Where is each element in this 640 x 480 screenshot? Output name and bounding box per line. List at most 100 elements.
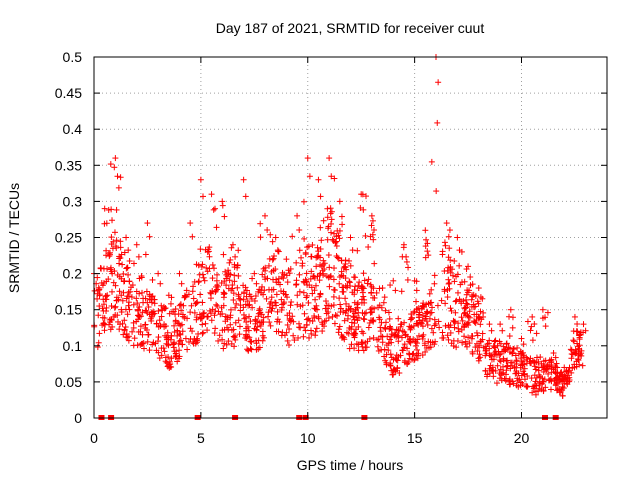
data-point	[331, 320, 338, 327]
data-point	[277, 288, 284, 295]
data-point	[264, 275, 271, 282]
data-point	[116, 260, 123, 267]
data-point	[257, 234, 264, 241]
data-point	[370, 294, 377, 301]
data-point	[280, 275, 287, 282]
x-tick-label: 15	[407, 430, 423, 446]
data-point	[406, 338, 413, 345]
data-point	[395, 333, 402, 340]
data-point	[113, 297, 120, 304]
data-point	[185, 291, 192, 298]
data-point	[520, 341, 527, 348]
y-tick-label: 0.15	[55, 302, 82, 318]
data-point	[191, 335, 198, 342]
data-point	[143, 307, 150, 314]
data-point	[350, 331, 357, 338]
data-point	[101, 327, 108, 334]
data-point	[251, 270, 258, 277]
data-point	[168, 332, 175, 339]
data-point	[253, 280, 260, 287]
data-point	[378, 319, 385, 326]
data-point	[435, 79, 442, 86]
data-point	[407, 339, 414, 346]
data-point	[286, 315, 293, 322]
data-point	[231, 343, 238, 350]
data-point	[326, 264, 333, 271]
y-tick-label: 0.45	[55, 85, 82, 101]
data-point	[176, 347, 183, 354]
data-point	[221, 340, 228, 347]
data-point	[544, 365, 551, 372]
data-point	[195, 262, 202, 269]
data-point	[377, 324, 384, 331]
data-point	[91, 287, 98, 294]
data-point	[162, 354, 169, 361]
data-point	[105, 250, 112, 257]
data-point	[261, 287, 268, 294]
data-point	[374, 343, 381, 350]
data-point	[135, 328, 142, 335]
data-point	[510, 346, 517, 353]
data-point	[425, 252, 432, 259]
data-point	[199, 299, 206, 306]
data-point	[566, 377, 573, 384]
data-point	[294, 212, 301, 219]
data-point	[246, 313, 253, 320]
data-point	[509, 324, 516, 331]
data-point	[533, 330, 540, 337]
data-point	[577, 329, 584, 336]
data-point	[219, 202, 226, 209]
data-point	[352, 283, 359, 290]
data-point	[443, 220, 450, 227]
data-point	[459, 339, 466, 346]
data-point	[514, 344, 521, 351]
data-point	[355, 309, 362, 316]
data-point	[231, 278, 238, 285]
data-point	[570, 328, 577, 335]
data-point	[461, 321, 468, 328]
data-point	[347, 234, 354, 241]
data-point	[479, 336, 486, 343]
data-point	[208, 290, 215, 297]
data-point	[521, 365, 528, 372]
data-point	[475, 300, 482, 307]
data-point	[284, 279, 291, 286]
data-point	[245, 347, 252, 354]
data-point	[186, 338, 193, 345]
data-point	[414, 355, 421, 362]
data-point	[382, 325, 389, 332]
data-point	[328, 173, 335, 180]
data-point	[315, 176, 322, 183]
data-point	[490, 373, 497, 380]
data-point	[531, 372, 538, 379]
data-point	[328, 229, 335, 236]
data-point	[580, 321, 587, 328]
data-point	[145, 331, 152, 338]
data-point	[354, 301, 361, 308]
data-point	[293, 281, 300, 288]
data-point	[206, 244, 213, 251]
data-point	[504, 357, 511, 364]
data-point	[200, 310, 207, 317]
data-point	[95, 284, 102, 291]
data-point	[461, 278, 468, 285]
data-point	[494, 362, 501, 369]
data-point	[456, 262, 463, 269]
data-point	[445, 254, 452, 261]
data-point	[395, 338, 402, 345]
data-point	[197, 246, 204, 253]
data-point	[368, 290, 375, 297]
data-point	[497, 358, 504, 365]
data-point	[131, 335, 138, 342]
data-point	[290, 332, 297, 339]
data-point	[120, 289, 127, 296]
data-point	[255, 313, 262, 320]
data-point	[227, 321, 234, 328]
data-point	[96, 303, 103, 310]
data-point	[235, 293, 242, 300]
data-point	[570, 338, 577, 345]
data-point	[349, 247, 356, 254]
data-point	[306, 317, 313, 324]
data-point	[157, 323, 164, 330]
data-point	[469, 333, 476, 340]
